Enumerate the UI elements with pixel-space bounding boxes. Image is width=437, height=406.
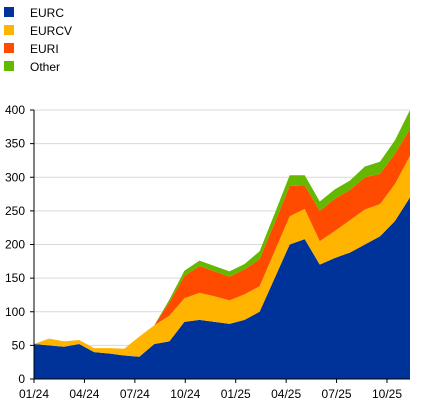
area-series (34, 110, 410, 379)
legend-swatch-eurcv (4, 25, 14, 35)
x-tick-label: 04/24 (69, 387, 99, 401)
y-tick-label: 0 (18, 372, 25, 386)
x-tick-label: 04/25 (271, 387, 301, 401)
x-tick-label: 10/24 (170, 387, 200, 401)
x-tick-label: 07/25 (322, 387, 352, 401)
x-tick-label: 10/25 (372, 387, 402, 401)
y-tick-label: 250 (5, 204, 25, 218)
x-tick-label: 01/25 (221, 387, 251, 401)
legend-label-other: Other (30, 60, 60, 74)
y-tick-label: 300 (5, 170, 25, 184)
y-axis-ticks: 0 50 100 150 200 250 300 350 400 (5, 103, 34, 386)
legend-swatch-euri (4, 43, 14, 53)
y-tick-label: 150 (5, 271, 25, 285)
legend-label-eurc: EURC (30, 6, 64, 20)
y-tick-label: 200 (5, 238, 25, 252)
legend-label-eurcv: EURCV (30, 24, 72, 38)
area-eurc (34, 197, 410, 379)
y-tick-label: 350 (5, 137, 25, 151)
x-tick-label: 07/24 (120, 387, 150, 401)
area-eurcv (34, 155, 410, 357)
y-tick-label: 400 (5, 103, 25, 117)
y-tick-label: 50 (12, 338, 26, 352)
legend: EURC EURCV EURI Other (4, 6, 72, 74)
legend-swatch-eurc (4, 7, 14, 17)
y-tick-label: 100 (5, 305, 25, 319)
x-axis-ticks: 01/24 04/24 07/24 10/24 01/25 04/25 07/25 10/25 (19, 379, 402, 401)
legend-swatch-other (4, 61, 14, 71)
x-tick-label: 01/24 (19, 387, 49, 401)
legend-label-euri: EURI (30, 42, 59, 56)
